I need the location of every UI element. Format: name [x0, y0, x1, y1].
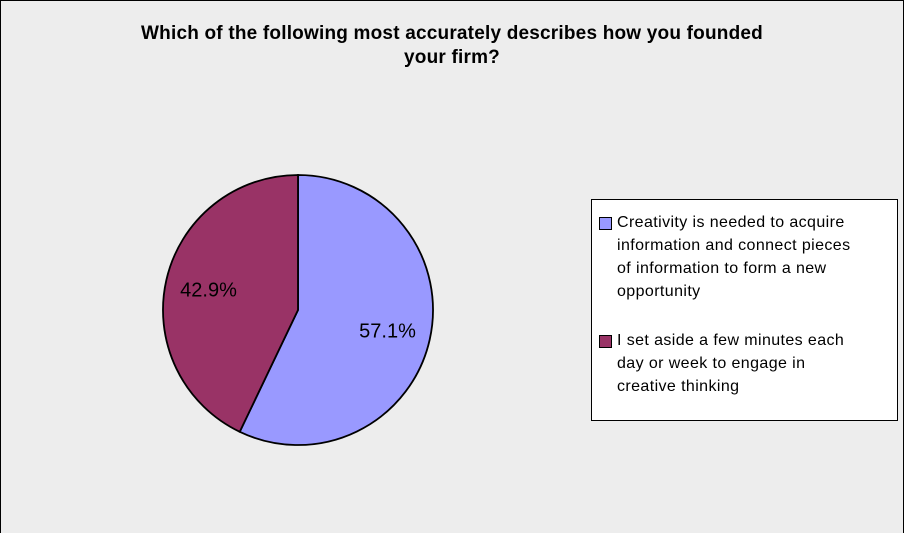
legend-swatch-2 [599, 335, 612, 348]
pie-slice-label-2: 42.9% [180, 280, 237, 302]
legend-label-1-line-3: of information to form a new [617, 260, 827, 277]
legend-item-2: I set aside a few minutes each day or we… [599, 329, 889, 398]
legend-item-1: Creativity is needed to acquire informat… [599, 211, 889, 303]
chart-title: Which of the following most accurately d… [1, 22, 903, 70]
chart-title-line-2: your firm? [404, 47, 500, 68]
legend-label-2-line-3: creative thinking [617, 378, 740, 395]
pie-slice-1 [238, 174, 434, 446]
pie-slice-2 [162, 174, 299, 433]
legend-label-1-line-4: opportunity [617, 283, 701, 300]
pie-chart: 57.1% 42.9% [162, 174, 434, 446]
chart-legend: Creativity is needed to acquire informat… [591, 199, 898, 421]
legend-label-1: Creativity is needed to acquire informat… [617, 211, 850, 303]
chart-title-line-1: Which of the following most accurately d… [141, 23, 763, 44]
legend-label-2: I set aside a few minutes each day or we… [617, 329, 844, 398]
legend-label-2-line-1: I set aside a few minutes each [617, 332, 845, 349]
legend-label-1-line-1: Creativity is needed to acquire [617, 214, 845, 231]
legend-swatch-1 [599, 217, 612, 230]
pie-slice-label-1: 57.1% [359, 320, 416, 342]
legend-label-1-line-2: information and connect pieces [617, 237, 851, 254]
legend-label-2-line-2: day or week to engage in [617, 355, 806, 372]
